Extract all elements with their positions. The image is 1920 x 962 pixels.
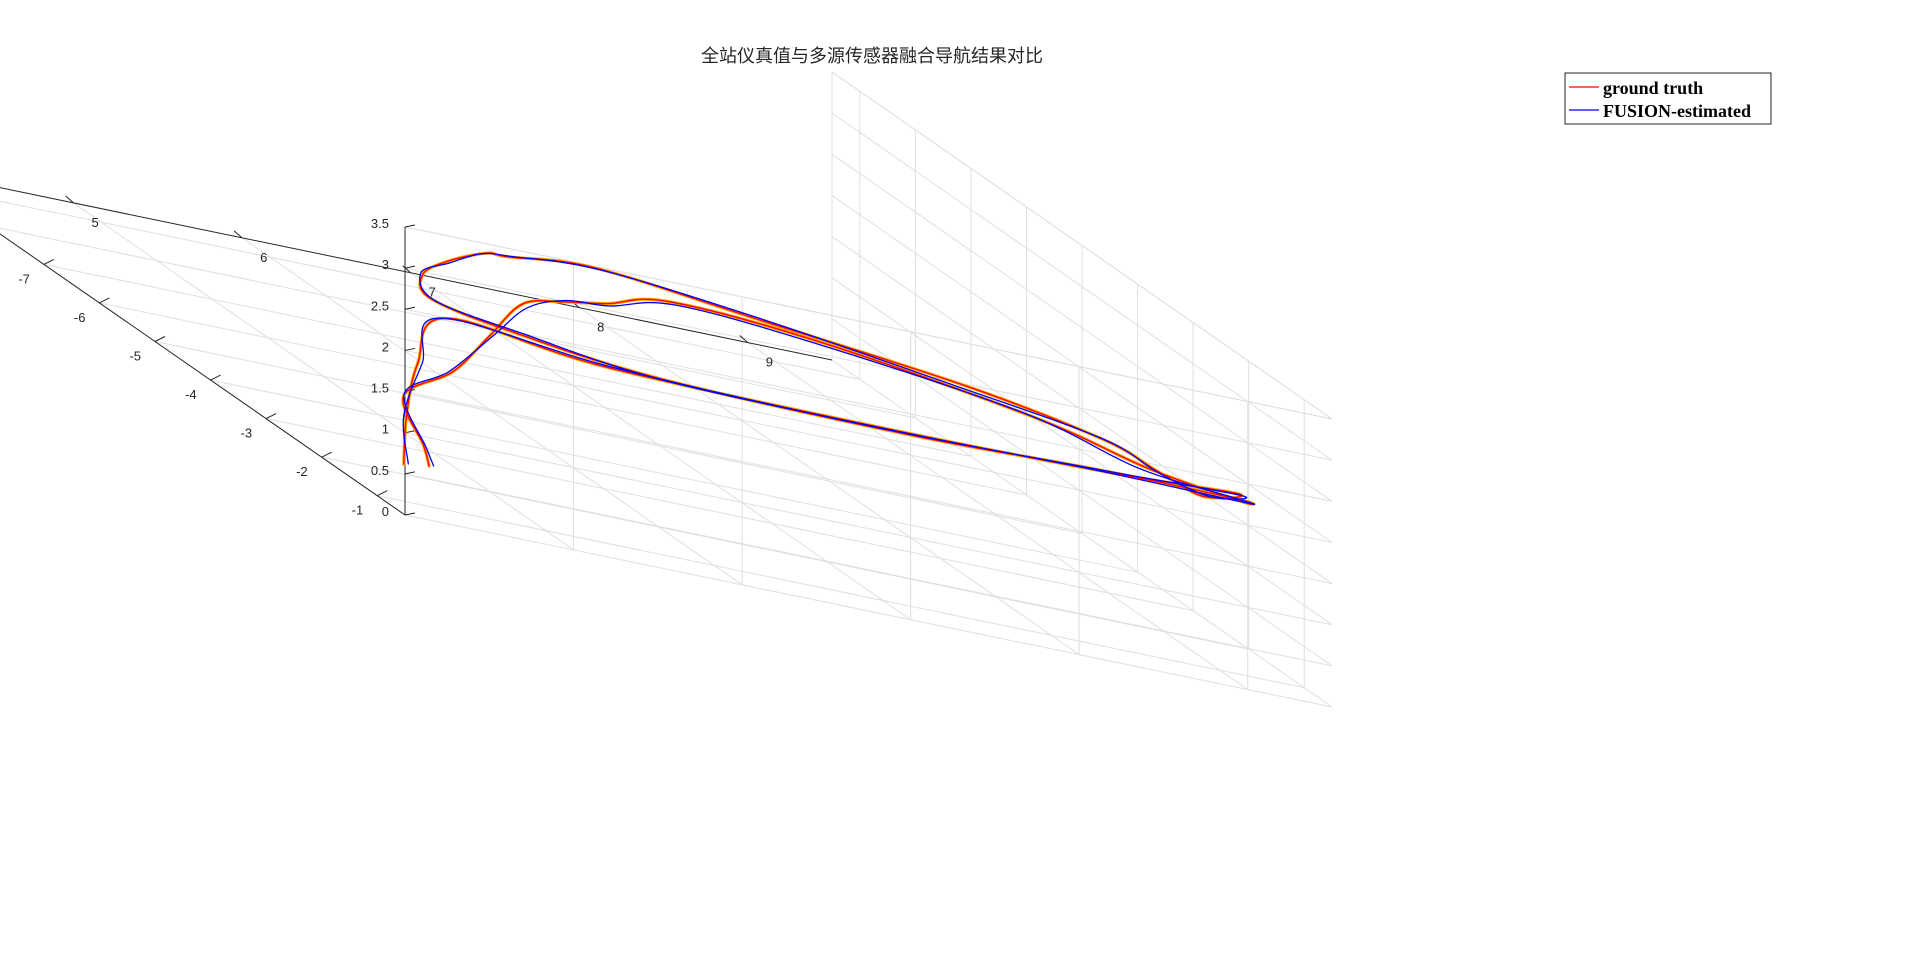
z-tick-mark [404,224,416,228]
y-tick-label: -7 [18,271,30,286]
chart-title: 全站仪真值与多源传感器融合导航结果对比 [701,46,1043,67]
z-tick-label: 1 [382,422,389,437]
back-wall-top-edge [404,226,1333,420]
back-wall-grid-line-z [404,473,1333,667]
x-tick-label: 8 [597,320,604,335]
z-tick-mark [404,265,416,269]
z-tick-label: 0.5 [371,463,389,478]
floor-grid-line-y [0,200,860,380]
right-wall-grid-line-z [831,277,1333,626]
z-tick-mark [404,430,416,434]
y-tick-mark [99,297,110,304]
z-tick-mark [404,471,416,475]
floor-grid-line-y [321,456,1249,650]
floor-grid-line-y [0,227,916,419]
right-wall-grid-line-z [831,359,1333,708]
right-wall-top-edge [831,71,1333,420]
right-wall-grid-line-z [831,153,1333,502]
y-tick-label: -1 [352,503,364,518]
legend-label-ground-truth: ground truth [1603,78,1703,98]
back-wall-grid-line-z [404,432,1333,626]
back-wall-grid-line-z [404,308,1333,502]
x-tick-label: 9 [766,355,773,370]
x-tick-mark [739,335,749,343]
floor-grid-line-y [154,341,1083,534]
y-tick-mark [265,413,277,420]
z-tick-label: 1.5 [371,381,389,396]
x-axis-line [0,187,833,361]
y-tick-mark [376,490,388,497]
y-tick-mark [43,258,55,265]
y-tick-label: -2 [296,464,308,479]
y-tick-mark [154,336,166,342]
back-wall-grid-line-z [404,349,1333,543]
legend-label-fusion-estimated: FUSION-estimated [1603,101,1751,121]
x-tick-label: 7 [429,285,436,300]
z-tick-mark [404,306,416,310]
x-tick-label: 5 [92,215,99,230]
floor-grid-line-y [99,302,1027,496]
y-tick-label: -6 [74,310,86,325]
series-fusion-estimated-line [402,252,1256,505]
tick-label-layer: 00.511.522.533.5-1-2-3-4-5-6-7-8-9456789 [18,215,773,519]
x-tick-mark [233,230,243,239]
x-tick-mark [65,195,74,204]
z-tick-label: 3.5 [371,216,389,231]
legend-box [1564,72,1772,125]
right-wall-grid-line-z [831,236,1333,584]
y-tick-label: -5 [129,349,141,364]
y-tick-mark [321,451,332,458]
right-wall-grid-line-z [831,112,1333,461]
legend[interactable]: ground truth FUSION-estimated [1564,72,1772,125]
right-wall-grid-line-z [831,195,1333,543]
z-tick-label: 3 [382,257,389,272]
x-tick-mark [402,265,411,274]
series-layer [401,251,1256,506]
y-tick-label: -4 [185,387,197,402]
right-wall-grid-line-z [831,318,1333,667]
z-tick-label: 2 [382,339,389,354]
back-wall-grid-line-z [404,391,1333,585]
z-tick-mark [404,347,416,351]
z-tick-label: 2.5 [371,298,389,313]
axes-layer [0,187,833,516]
y-tick-mark [210,374,221,381]
floor-grid-line-y [266,418,1194,612]
x-tick-label: 6 [260,250,267,265]
floor-grid-line-y [43,263,971,457]
floor-grid-line-y [377,495,1305,689]
y-tick-label: -3 [241,426,253,441]
floor-grid-line-y [210,379,1138,573]
z-tick-mark [404,512,416,516]
back-wall-grid-line-z [404,514,1333,708]
z-tick-label: 0 [382,504,389,519]
